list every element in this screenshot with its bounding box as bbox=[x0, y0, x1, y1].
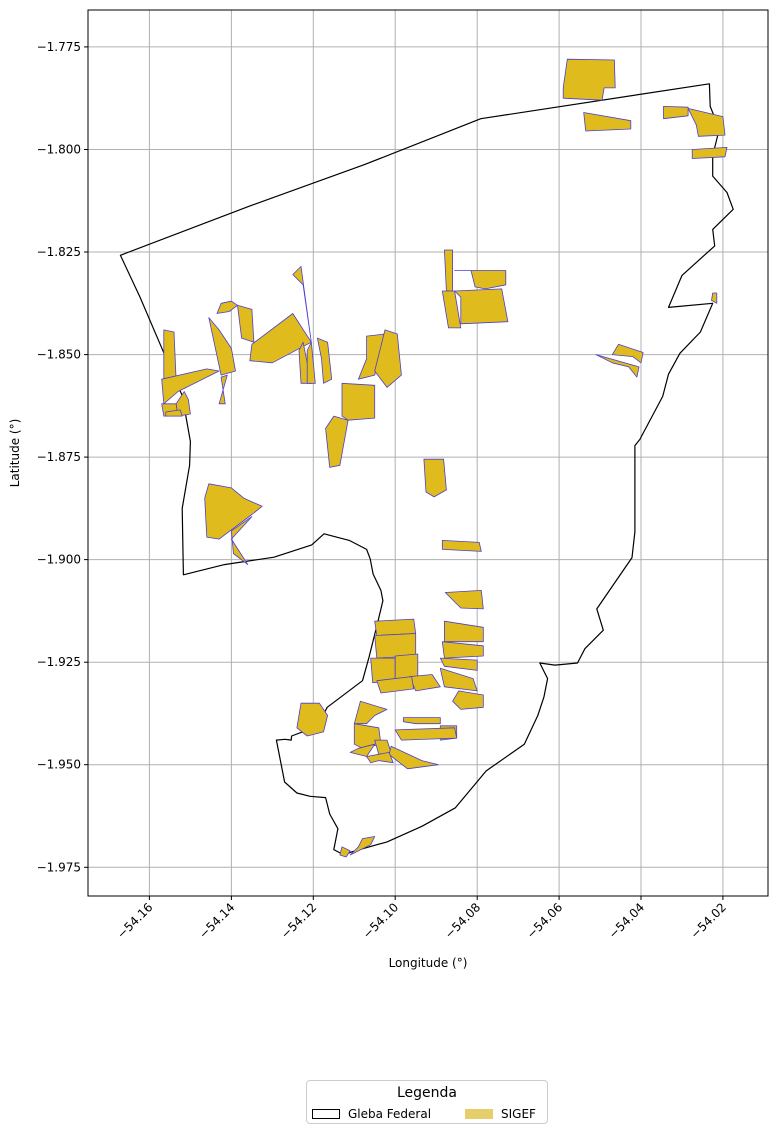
sigef-parcel bbox=[454, 288, 509, 325]
legend: Legenda Gleba Federal SIGEF bbox=[306, 1080, 548, 1124]
x-tick-label: −54.04 bbox=[606, 900, 647, 941]
sigef-parcel bbox=[611, 343, 644, 364]
sigef-parcel bbox=[409, 674, 441, 692]
sigef-parcel bbox=[663, 106, 689, 120]
sigef-parcel bbox=[394, 727, 458, 741]
y-tick-label: −1.825 bbox=[37, 245, 81, 259]
sigef-parcel bbox=[376, 676, 415, 694]
sigef-parcel bbox=[230, 516, 253, 565]
sigef-parcel bbox=[441, 540, 482, 552]
sigef-parcel bbox=[306, 341, 316, 384]
sigef-parcel bbox=[388, 745, 439, 770]
y-tick-label: −1.925 bbox=[37, 655, 81, 669]
x-tick-label: −54.08 bbox=[442, 900, 483, 941]
sigef-parcel bbox=[452, 690, 484, 710]
legend-title: Legenda bbox=[396, 1085, 457, 1101]
x-tick-label: −54.14 bbox=[196, 900, 237, 941]
x-tick-label: −54.06 bbox=[524, 900, 565, 941]
x-tick-label: −54.02 bbox=[688, 900, 729, 941]
sigef-parcel bbox=[341, 382, 376, 421]
sigef-parcel bbox=[339, 846, 351, 858]
x-tick-label: −54.16 bbox=[114, 900, 155, 941]
y-axis-ticks: −1.775 −1.800 −1.825 −1.850 −1.875 −1.900 −1.9… bbox=[37, 40, 88, 874]
x-axis-ticks: −54.16 −54.14 −54.12 −54.10 −54.08 −54.06 −54.… bbox=[114, 896, 729, 942]
legend-item-sigef: SIGEF bbox=[465, 1107, 536, 1121]
sigef-parcel bbox=[349, 836, 376, 856]
sigef-parcel bbox=[687, 108, 726, 137]
legend-label-gleba-federal: Gleba Federal bbox=[348, 1107, 432, 1121]
sigef-parcel bbox=[204, 483, 263, 540]
plot-frame bbox=[87, 9, 769, 897]
sigef-parcel bbox=[325, 415, 349, 468]
y-tick-label: −1.950 bbox=[37, 758, 81, 772]
sigef-parcel bbox=[439, 657, 478, 671]
sigef-parcel bbox=[402, 717, 441, 725]
y-axis-label: Latitude (°) bbox=[8, 419, 22, 488]
legend-label-sigef: SIGEF bbox=[501, 1107, 536, 1121]
sigef-parcel bbox=[423, 458, 447, 498]
legend-item-gleba-federal: Gleba Federal bbox=[312, 1107, 431, 1121]
legend-swatch-fill bbox=[465, 1109, 493, 1119]
sigef-parcel bbox=[216, 300, 238, 314]
sigef-parcel bbox=[595, 354, 640, 378]
grid-lines bbox=[88, 10, 768, 896]
sigef-parcel bbox=[249, 313, 312, 364]
y-tick-label: −1.800 bbox=[37, 143, 81, 157]
sigef-parcel bbox=[366, 752, 394, 764]
sigef-parcel bbox=[208, 317, 236, 376]
sigef-parcel bbox=[353, 700, 388, 725]
y-tick-label: −1.900 bbox=[37, 553, 81, 567]
y-tick-label: −1.975 bbox=[37, 860, 81, 874]
sigef-parcel bbox=[161, 368, 220, 405]
gleba-federal-layer bbox=[119, 83, 734, 856]
x-tick-label: −54.12 bbox=[278, 900, 319, 941]
sigef-parcel bbox=[357, 333, 386, 380]
sigef-parcel bbox=[165, 409, 183, 417]
sigef-parcel bbox=[374, 329, 402, 388]
sigef-parcel bbox=[394, 653, 419, 679]
gleba-federal-boundary bbox=[119, 83, 734, 856]
sigef-parcel bbox=[237, 304, 255, 343]
sigef-parcel bbox=[444, 590, 484, 610]
y-tick-label: −1.775 bbox=[37, 40, 81, 54]
legend-swatch-outline bbox=[312, 1109, 340, 1119]
sigef-layer bbox=[161, 58, 728, 858]
sigef-parcel bbox=[349, 743, 376, 757]
sigef-parcel bbox=[296, 702, 329, 737]
y-tick-label: −1.850 bbox=[37, 348, 81, 362]
sigef-parcel bbox=[439, 667, 478, 692]
sigef-parcel bbox=[691, 146, 728, 159]
sigef-parcel bbox=[163, 329, 177, 382]
x-axis-label: Longitude (°) bbox=[389, 956, 468, 970]
sigef-parcel bbox=[441, 290, 462, 329]
sigef-parcel bbox=[218, 374, 228, 405]
sigef-parcel bbox=[443, 620, 484, 643]
sigef-parcel bbox=[292, 265, 312, 343]
x-tick-label: −54.10 bbox=[360, 900, 401, 941]
y-tick-label: −1.875 bbox=[37, 450, 81, 464]
sigef-parcel bbox=[711, 292, 718, 304]
sigef-parcel bbox=[454, 270, 507, 290]
sigef-parcel bbox=[562, 58, 616, 101]
sigef-parcel bbox=[443, 249, 454, 292]
sigef-parcel bbox=[316, 337, 333, 384]
sigef-parcel bbox=[441, 641, 484, 659]
sigef-parcel bbox=[583, 112, 632, 132]
sigef-parcel bbox=[374, 618, 417, 636]
